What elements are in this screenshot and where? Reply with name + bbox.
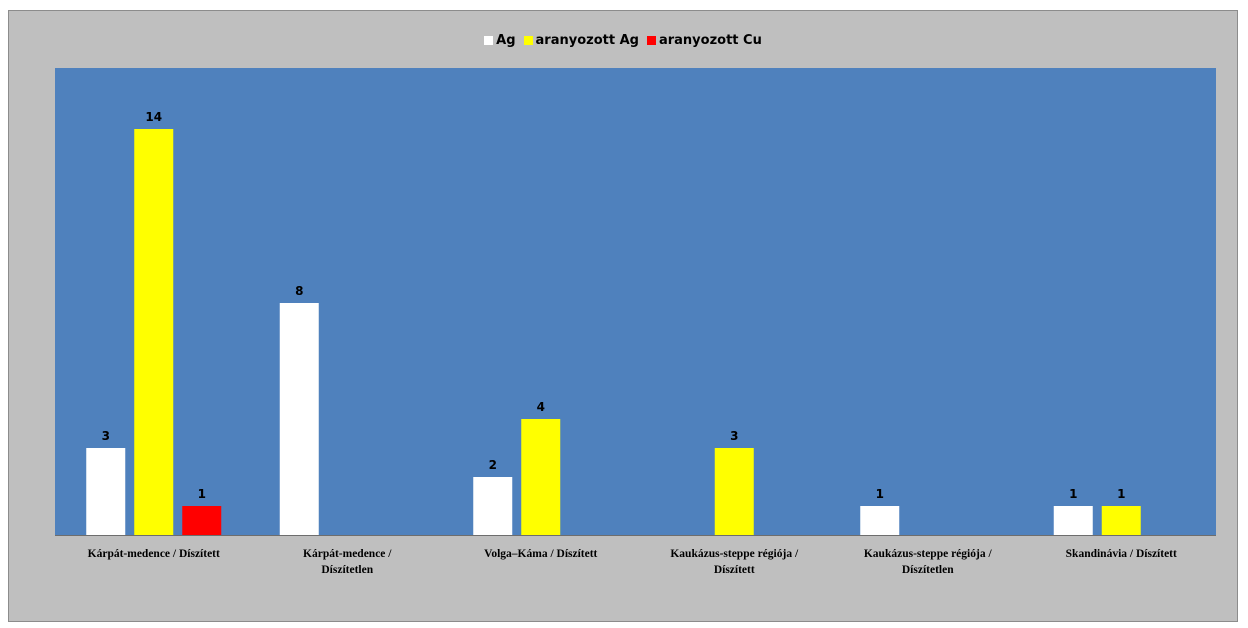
- legend-swatch-aranyozott-ag: [523, 36, 533, 45]
- x-tick-label-1: Kárpát-medence / Díszítetlen: [303, 548, 392, 576]
- x-tick-label-0: Kárpát-medence / Díszített: [88, 548, 220, 560]
- legend-swatch-aranyozott-cu: [646, 36, 656, 45]
- data-label-ag-1: 8: [295, 284, 303, 298]
- plot-area: [55, 68, 1216, 535]
- x-tick-label-line: Díszítetlen: [902, 564, 954, 576]
- legend-label-ag: Ag: [496, 33, 516, 48]
- x-tick-label-line: Díszítetlen: [321, 564, 373, 576]
- data-label-ag-4: 1: [876, 487, 884, 501]
- data-label-aranyozott-ag-3: 3: [730, 429, 738, 443]
- data-label-aranyozott-ag-2: 4: [537, 400, 545, 414]
- bar-ag-5: [1053, 506, 1093, 535]
- x-tick-label-line: Kaukázus-steppe régiója /: [670, 548, 799, 560]
- x-tick-label-line: Skandinávia / Díszített: [1066, 548, 1177, 560]
- x-tick-label-3: Kaukázus-steppe régiója / Díszített: [670, 548, 799, 576]
- data-label-aranyozott-cu-0: 1: [198, 487, 206, 501]
- x-tick-label-4: Kaukázus-steppe régiója / Díszítetlen: [864, 548, 993, 576]
- data-label-ag-5: 1: [1069, 487, 1077, 501]
- data-label-aranyozott-ag-0: 14: [145, 110, 162, 124]
- x-tick-label-line: Volga–Káma / Díszített: [484, 548, 597, 560]
- legend-item-aranyozott-cu: aranyozott Cu: [646, 33, 762, 48]
- x-tick-label-line: Kaukázus-steppe régiója /: [864, 548, 993, 560]
- x-tick-label-line: Kárpát-medence /: [303, 548, 392, 560]
- data-label-aranyozott-ag-5: 1: [1117, 487, 1125, 501]
- x-tick-label-line: Díszített: [714, 564, 755, 576]
- bar-ag-2: [473, 477, 513, 535]
- x-tick-label-5: Skandinávia / Díszített: [1066, 548, 1177, 560]
- legend-label-aranyozott-cu: aranyozott Cu: [658, 33, 762, 48]
- legend-item-ag: Ag: [484, 33, 516, 48]
- x-tick-label-line: Kárpát-medence / Díszített: [88, 548, 220, 560]
- legend-item-aranyozott-ag: aranyozott Ag: [523, 33, 639, 48]
- bar-aranyozott-ag-3: [714, 448, 754, 535]
- legend-label-aranyozott-ag: aranyozott Ag: [535, 33, 639, 48]
- bar-aranyozott-ag-5: [1101, 506, 1141, 535]
- x-tick-label-2: Volga–Káma / Díszített: [484, 548, 597, 560]
- bar-aranyozott-cu-0: [182, 506, 222, 535]
- bar-aranyozott-ag-0: [134, 129, 174, 535]
- data-label-ag-0: 3: [102, 429, 110, 443]
- bar-ag-4: [860, 506, 900, 535]
- bar-ag-0: [86, 448, 126, 535]
- legend-swatch-ag: [484, 36, 494, 45]
- legend: Ag aranyozott Ag aranyozott Cu: [9, 33, 1237, 48]
- bar-aranyozott-ag-2: [521, 419, 561, 535]
- bar-ag-1: [279, 303, 319, 535]
- data-label-ag-2: 2: [489, 458, 497, 472]
